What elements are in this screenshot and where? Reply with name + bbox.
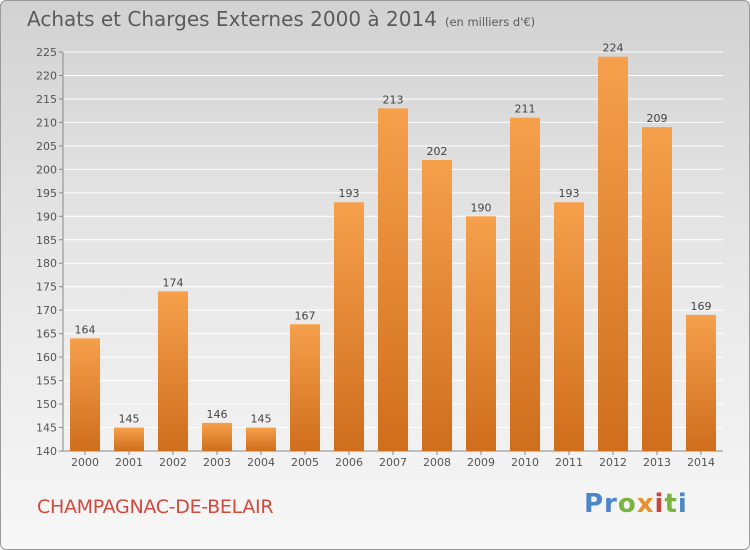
commune-name: CHAMPAGNAC-DE-BELAIR — [37, 496, 274, 518]
y-tick-label: 150 — [36, 398, 57, 411]
bar-value-label: 146 — [207, 408, 228, 421]
bar-value-label: 145 — [251, 413, 272, 426]
x-tick-label: 2013 — [643, 456, 671, 469]
y-tick-label: 185 — [36, 234, 57, 247]
y-tick-label: 180 — [36, 257, 57, 270]
y-tick-label: 145 — [36, 422, 57, 435]
x-tick-label: 2002 — [159, 456, 187, 469]
bar-value-label: 167 — [295, 309, 316, 322]
chart-title: Achats et Charges Externes 2000 à 2014 (e… — [27, 7, 535, 31]
x-axis-ticks: 2000 2001 2002 2003 2004 2005 2006 2007 2008 2009… — [71, 451, 715, 469]
bar-value-label: 169 — [691, 300, 712, 313]
bar — [554, 202, 584, 451]
bar-value-label: 193 — [559, 187, 580, 200]
bar — [422, 159, 452, 451]
bar-value-label: 190 — [471, 201, 492, 214]
bar-value-label: 224 — [603, 42, 624, 55]
y-tick-label: 190 — [36, 210, 57, 223]
bar — [158, 291, 188, 451]
x-tick-label: 2009 — [467, 456, 495, 469]
bar — [466, 216, 496, 451]
y-tick-label: 140 — [36, 445, 57, 458]
y-tick-label: 170 — [36, 304, 57, 317]
bars: 164 145 174 146 145 167 193 213 202 190 211 193 224 2… — [70, 42, 716, 452]
y-tick-label: 195 — [36, 187, 57, 200]
bar — [686, 314, 716, 451]
chart-title-text: Achats et Charges Externes 2000 à 2014 — [27, 7, 437, 31]
x-tick-label: 2010 — [511, 456, 539, 469]
bar — [290, 324, 320, 451]
x-tick-label: 2007 — [379, 456, 407, 469]
x-tick-label: 2008 — [423, 456, 451, 469]
bar-value-label: 209 — [647, 112, 668, 125]
x-tick-label: 2011 — [555, 456, 583, 469]
bar — [642, 127, 672, 451]
bar — [510, 117, 540, 451]
bar-value-label: 145 — [119, 413, 140, 426]
bar — [246, 427, 276, 451]
bar — [114, 427, 144, 451]
bar — [70, 338, 100, 451]
bar-value-label: 193 — [339, 187, 360, 200]
x-tick-label: 2001 — [115, 456, 143, 469]
bar — [378, 108, 408, 452]
bar — [202, 422, 232, 451]
bar-value-label: 213 — [383, 93, 404, 106]
proxiti-logo: Proxiti — [584, 489, 688, 519]
bar-value-label: 202 — [427, 145, 448, 158]
x-tick-label: 2012 — [599, 456, 627, 469]
x-tick-label: 2004 — [247, 456, 275, 469]
bar — [598, 56, 628, 451]
x-tick-label: 2014 — [687, 456, 715, 469]
y-tick-label: 205 — [36, 140, 57, 153]
bar-value-label: 164 — [75, 323, 96, 336]
y-tick-label: 155 — [36, 375, 57, 388]
y-tick-label: 225 — [36, 46, 57, 59]
x-tick-label: 2005 — [291, 456, 319, 469]
x-tick-label: 2003 — [203, 456, 231, 469]
y-tick-label: 165 — [36, 328, 57, 341]
bar-value-label: 211 — [515, 103, 536, 116]
chart-subtitle: (en milliers d'€) — [444, 15, 536, 29]
bar-value-label: 174 — [163, 276, 184, 289]
y-tick-label: 175 — [36, 281, 57, 294]
y-tick-label: 210 — [36, 116, 57, 129]
y-tick-label: 160 — [36, 351, 57, 364]
x-tick-label: 2006 — [335, 456, 363, 469]
y-tick-label: 215 — [36, 93, 57, 106]
y-tick-label: 220 — [36, 69, 57, 82]
y-tick-label: 200 — [36, 163, 57, 176]
bar — [334, 202, 364, 451]
x-tick-label: 2000 — [71, 456, 99, 469]
